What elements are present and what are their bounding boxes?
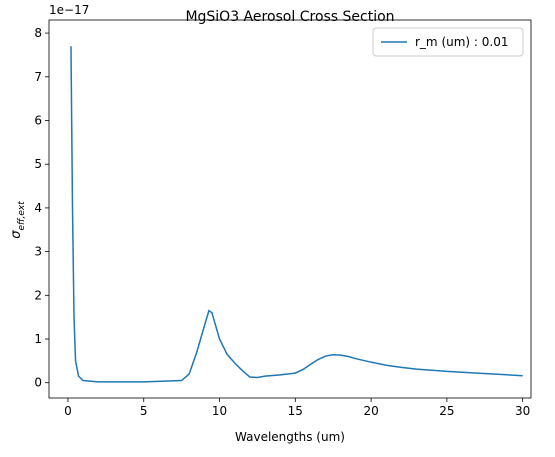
y-tick-label: 8 <box>34 26 42 40</box>
x-axis-label: Wavelengths (um) <box>235 430 345 444</box>
y-axis-label: σeff,ext <box>9 201 27 239</box>
chart-title: MgSiO3 Aerosol Cross Section <box>185 9 394 25</box>
x-tick-label: 10 <box>212 404 227 418</box>
y-offset-label: 1e−17 <box>49 3 89 17</box>
legend-label: r_m (um) : 0.01 <box>415 35 509 49</box>
x-tick-label: 0 <box>64 404 72 418</box>
line-series <box>70 46 523 383</box>
y-tick-label: 1 <box>34 332 42 346</box>
x-tick-label: 15 <box>288 404 303 418</box>
x-tick-label: 5 <box>140 404 148 418</box>
y-tick-label: 6 <box>34 114 42 128</box>
x-tick-label: 30 <box>515 404 530 418</box>
y-label-subscript: eff,ext <box>17 201 27 231</box>
y-tick-label: 3 <box>34 245 42 259</box>
y-tick-label: 7 <box>34 70 42 84</box>
y-tick-label: 5 <box>34 157 42 171</box>
y-label-symbol: σ <box>9 230 24 239</box>
legend-box <box>372 27 524 57</box>
x-tick-label: 20 <box>363 404 378 418</box>
axes-frame <box>48 19 532 399</box>
y-tick-label: 2 <box>34 288 42 302</box>
y-tick-label: 0 <box>34 376 42 390</box>
y-tick-label: 4 <box>34 201 42 215</box>
x-tick-label: 25 <box>439 404 454 418</box>
